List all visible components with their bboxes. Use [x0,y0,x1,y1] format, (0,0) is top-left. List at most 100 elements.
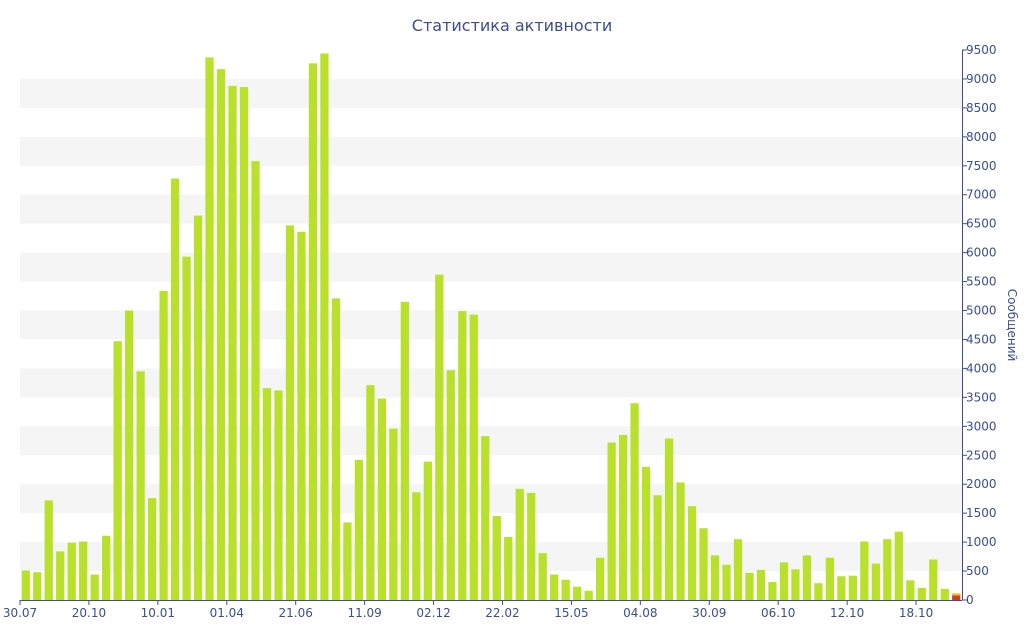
y-axis: 0 500 1000 1500 2000 2500 3000 3500 4000 4500 5000… [962,43,997,607]
y-tick-label: 6500 [966,217,997,231]
bar [446,370,455,600]
bar [756,569,766,600]
bar [825,557,835,600]
x-tick-label: 30.07 [3,606,37,620]
y-tick-label: 8500 [966,101,997,115]
bar [618,435,628,600]
bar [871,563,880,600]
bar [136,371,145,600]
bar [435,274,444,600]
grid-band [20,136,962,166]
x-tick-label: 04.08 [623,606,657,620]
bar [687,506,697,600]
x-tick-label: 21.06 [279,606,313,620]
bar [423,461,432,600]
bar [412,492,421,600]
bar [848,575,857,600]
bar [308,63,318,600]
y-tick-label: 1000 [966,535,997,549]
bar [400,301,409,600]
bar [193,215,203,600]
bar [113,341,122,600]
bar [722,564,731,600]
bar [653,495,662,600]
bar [216,69,226,601]
bar [343,522,352,600]
bar [929,559,938,600]
x-tick-label: 15.05 [554,606,588,620]
x-tick-label: 06.10 [761,606,795,620]
y-tick-label: 7500 [966,159,997,173]
bar [492,516,501,600]
bar [79,541,88,600]
bar [251,161,260,600]
bar [159,290,168,600]
bar [940,589,949,600]
bar [917,587,926,600]
y-tick-label: 0 [966,593,974,607]
bar [837,576,846,600]
y-tick-label: 9000 [966,72,997,86]
bar [745,572,754,600]
x-tick-label: 20.10 [72,606,106,620]
bar [676,482,685,600]
y-tick-label: 9500 [966,43,997,57]
bar [354,459,364,600]
bar [481,436,490,600]
bar [469,314,478,600]
x-tick-label: 01.04 [210,606,244,620]
bar [607,442,616,600]
bar [906,580,915,600]
x-tick-label: 02.12 [416,606,450,620]
bar [331,298,341,600]
x-tick-label: 10.01 [141,606,175,620]
bar [802,555,812,600]
bar [710,555,720,600]
bar [641,466,651,600]
bar [228,85,237,600]
bar [561,579,570,600]
bar [584,590,593,600]
bar [377,398,386,600]
bar [573,586,582,600]
grid-band [20,194,962,224]
bar [699,528,708,600]
grid-band [20,252,962,282]
bar [182,256,191,600]
bar [285,225,295,601]
chart-title: Статистика активности [412,16,612,35]
bar [239,87,249,601]
bar-marker [952,593,961,596]
bar [515,488,524,600]
bar [33,572,42,600]
bar [205,57,214,600]
bar [274,390,283,600]
y-tick-label: 2500 [966,448,997,462]
bar [297,231,306,601]
grid-band [20,78,962,108]
y-tick-label: 6000 [966,246,997,260]
y-tick-label: 4000 [966,361,997,375]
y-tick-label: 5500 [966,275,997,289]
bar [733,539,743,600]
bar [67,542,76,600]
y-axis-label: Сообщений [1005,289,1019,362]
y-tick-label: 2000 [966,477,997,491]
bar [21,570,30,600]
bar [538,553,547,600]
y-tick-label: 5000 [966,304,997,318]
x-tick-label: 12.10 [830,606,864,620]
x-tick-label: 11.09 [347,606,381,620]
x-axis: 30.07 20.10 10.01 01.04 21.06 11.09 02.12 22.02… [3,600,962,620]
y-tick-label: 500 [966,564,989,578]
y-tick-label: 8000 [966,130,997,144]
bar [860,541,869,600]
bar [170,178,180,600]
y-tick-label: 4500 [966,332,997,346]
bar [56,551,65,600]
y-tick-label: 3500 [966,390,997,404]
bar [791,569,800,600]
bar [458,311,467,600]
y-tick-label: 1500 [966,506,997,520]
